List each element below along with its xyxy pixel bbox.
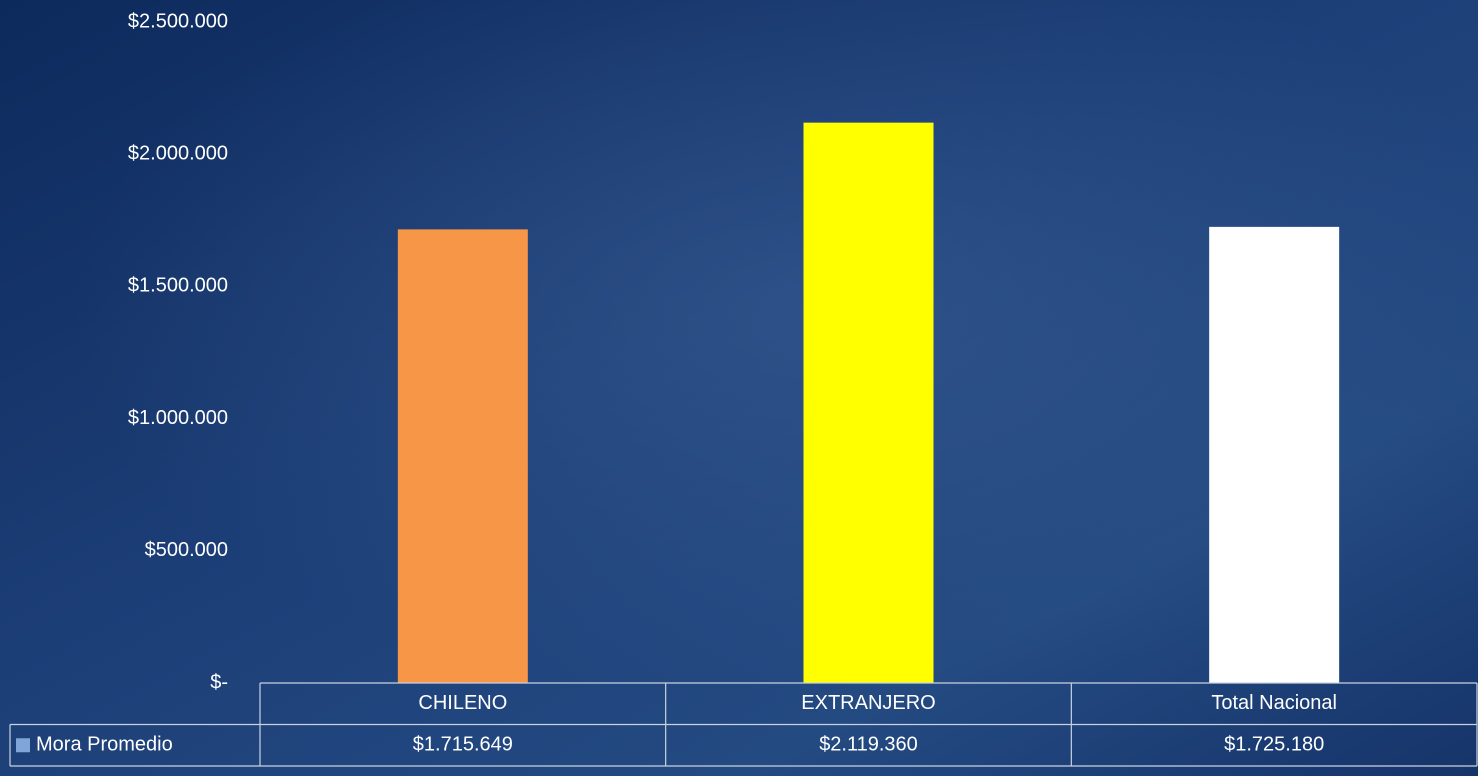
x-tick-label: Total Nacional xyxy=(1211,692,1337,714)
x-tick-label: CHILENO xyxy=(418,692,507,714)
data-label: $1.715.649 xyxy=(413,734,513,756)
bar xyxy=(804,123,934,683)
legend-label: Mora Promedio xyxy=(36,734,173,756)
bar xyxy=(1209,227,1339,683)
page: {"chart_data": { "type": "bar", "categor… xyxy=(0,0,1478,776)
y-tick-label: $2.000.000 xyxy=(128,142,228,164)
y-tick-label: $1.000.000 xyxy=(128,407,228,429)
y-tick-label: $2.500.000 xyxy=(128,10,228,32)
chart: $- $500.000 $1.000.000 $1.500.000 $2.000.000… xyxy=(0,0,1478,776)
y-tick-label: $1.500.000 xyxy=(128,275,228,297)
x-tick-label: EXTRANJERO xyxy=(801,692,935,714)
data-label: $1.725.180 xyxy=(1224,734,1324,756)
bar xyxy=(398,229,528,683)
legend-key xyxy=(16,738,30,752)
y-tick-label: $500.000 xyxy=(145,539,228,561)
data-label: $2.119.360 xyxy=(819,734,918,756)
y-tick-label: $- xyxy=(210,671,228,693)
